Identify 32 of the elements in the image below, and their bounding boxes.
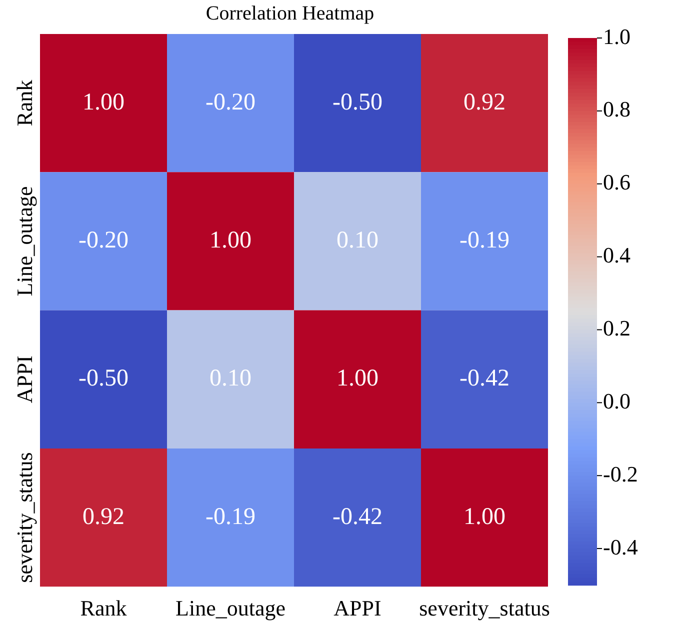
color-bar-label: 0.8 bbox=[603, 96, 630, 122]
x-tick-label: severity_status bbox=[419, 596, 550, 621]
data-label: 1.00 bbox=[464, 504, 506, 530]
y-tick-label: APPI bbox=[12, 356, 37, 404]
data-label: -0.42 bbox=[332, 504, 382, 530]
data-label: 1.00 bbox=[82, 89, 124, 116]
y-tick-label: Rank bbox=[12, 80, 37, 126]
x-tick-label: APPI bbox=[334, 596, 382, 621]
y-tick-label: Line_outage bbox=[12, 186, 37, 296]
data-label: -0.42 bbox=[460, 366, 510, 392]
data-label: 0.92 bbox=[82, 504, 124, 530]
color-bar-label: -0.2 bbox=[603, 461, 638, 486]
data-label: -0.20 bbox=[78, 228, 128, 254]
color-bar-label: 1.0 bbox=[603, 24, 630, 49]
data-label: 0.10 bbox=[336, 228, 378, 254]
data-label: -0.20 bbox=[206, 89, 256, 116]
color-bar-label: 0.4 bbox=[603, 242, 630, 268]
data-label: 1.00 bbox=[210, 228, 252, 254]
color-bar-label: 0.0 bbox=[603, 388, 630, 414]
data-label: 0.92 bbox=[464, 89, 506, 116]
data-label: -0.50 bbox=[78, 366, 128, 392]
x-tick-label: Rank bbox=[80, 596, 127, 621]
data-label: -0.19 bbox=[206, 504, 256, 530]
data-label: -0.50 bbox=[332, 89, 382, 116]
color-bar-label: 0.6 bbox=[603, 170, 630, 195]
x-tick-label: Line_outage bbox=[176, 596, 286, 621]
data-label: 1.00 bbox=[336, 366, 378, 392]
color-bar-label: -0.4 bbox=[603, 534, 638, 560]
chart-title: Correlation Heatmap bbox=[206, 2, 374, 24]
data-label: -0.19 bbox=[460, 228, 510, 254]
color-bar-label: 0.2 bbox=[603, 316, 630, 341]
data-label: 0.10 bbox=[210, 366, 252, 392]
